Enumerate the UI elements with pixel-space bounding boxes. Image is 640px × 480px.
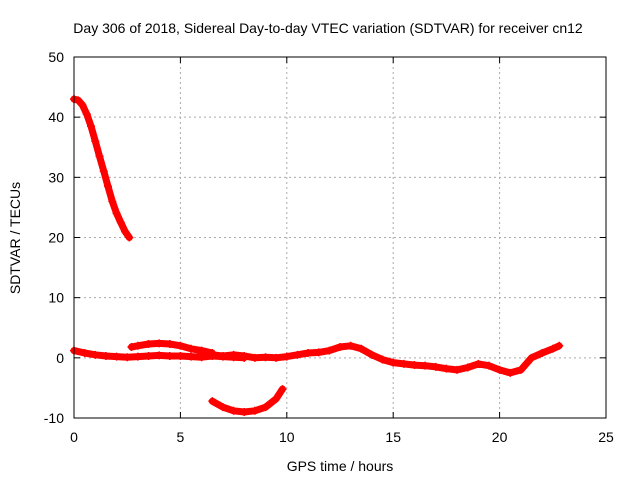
x-tick-label: 15: [385, 429, 401, 445]
data-point: [336, 343, 344, 352]
data-point: [112, 352, 121, 361]
data-point: [116, 218, 125, 227]
data-point: [108, 197, 117, 206]
data-point: [144, 352, 153, 361]
data-point: [527, 353, 536, 362]
data-point: [144, 339, 153, 348]
y-tick-label: 50: [48, 49, 64, 65]
data-point: [555, 341, 564, 350]
data-point: [87, 122, 96, 131]
y-axis-ticks: -10 0 10 20 30 40 50: [44, 49, 606, 426]
data-point: [367, 350, 376, 359]
x-tick-label: 20: [492, 429, 508, 445]
data-point: [453, 365, 462, 374]
data-point: [282, 352, 291, 361]
data-points: [70, 95, 564, 416]
data-point: [208, 397, 217, 406]
data-point: [389, 358, 398, 367]
series-line: [70, 95, 133, 241]
data-point: [133, 352, 142, 361]
data-point: [218, 352, 227, 361]
series-track-e-dip: [208, 385, 287, 416]
data-point: [474, 359, 483, 368]
data-point: [82, 110, 91, 119]
data-point: [218, 403, 227, 412]
data-point: [506, 368, 515, 377]
data-point: [91, 350, 100, 359]
data-point: [91, 137, 100, 146]
data-point: [357, 344, 366, 353]
data-point: [229, 350, 238, 359]
y-axis-label: SDTVAR / TECUs: [7, 182, 23, 294]
data-point: [187, 344, 196, 353]
data-point: [250, 406, 259, 415]
data-point: [304, 349, 313, 358]
data-point: [410, 361, 419, 370]
data-point: [261, 353, 270, 362]
data-point: [133, 341, 142, 350]
data-point: [99, 167, 108, 176]
x-axis-label: GPS time / hours: [287, 458, 394, 474]
data-point: [484, 361, 493, 370]
data-point: [78, 101, 87, 110]
x-tick-label: 0: [70, 429, 78, 445]
y-tick-label: 40: [48, 109, 64, 125]
chart-title: Day 306 of 2018, Sidereal Day-to-day VTE…: [73, 20, 583, 36]
x-axis-ticks: 0 5 10 15 20 25: [70, 57, 614, 445]
data-point: [431, 362, 440, 371]
data-point: [208, 350, 217, 359]
data-point: [229, 406, 238, 415]
x-tick-label: 5: [177, 429, 185, 445]
data-point: [261, 403, 270, 412]
data-point: [378, 355, 387, 364]
series-track-a-descending: [70, 95, 134, 242]
data-point: [155, 351, 164, 360]
data-point: [293, 350, 302, 359]
x-tick-label: 25: [598, 429, 614, 445]
series-track-d-long: [197, 341, 564, 377]
grid-lines: [74, 57, 606, 418]
data-point: [495, 365, 504, 374]
data-point: [80, 349, 89, 358]
data-point: [314, 348, 323, 357]
y-tick-label: -10: [44, 410, 64, 426]
data-point: [548, 344, 557, 353]
data-point: [197, 349, 206, 358]
y-tick-label: 30: [48, 169, 64, 185]
data-point: [127, 343, 136, 352]
y-tick-label: 0: [56, 350, 64, 366]
data-point: [272, 353, 281, 362]
data-point: [346, 341, 355, 350]
data-point: [278, 385, 287, 394]
data-point: [421, 361, 430, 370]
data-point: [176, 341, 185, 350]
data-point: [155, 339, 164, 348]
data-point: [240, 352, 249, 361]
data-point: [463, 363, 472, 372]
data-point: [104, 182, 113, 191]
data-point: [112, 209, 121, 218]
data-point: [101, 352, 110, 361]
data-point: [272, 394, 281, 403]
data-point: [442, 364, 451, 373]
data-point: [176, 352, 185, 361]
data-point: [325, 346, 334, 355]
y-tick-label: 20: [48, 230, 64, 246]
data-point: [95, 152, 104, 161]
data-point: [125, 233, 134, 242]
data-point: [121, 227, 130, 236]
data-point: [74, 96, 83, 105]
data-point: [399, 359, 408, 368]
data-point: [250, 353, 259, 362]
data-point: [538, 349, 547, 358]
data-point: [516, 365, 525, 374]
data-point: [123, 353, 132, 362]
y-tick-label: 10: [48, 290, 64, 306]
x-tick-label: 10: [279, 429, 295, 445]
data-point: [165, 352, 174, 361]
data-point: [240, 407, 249, 416]
data-point: [165, 339, 174, 348]
data-point: [187, 352, 196, 361]
